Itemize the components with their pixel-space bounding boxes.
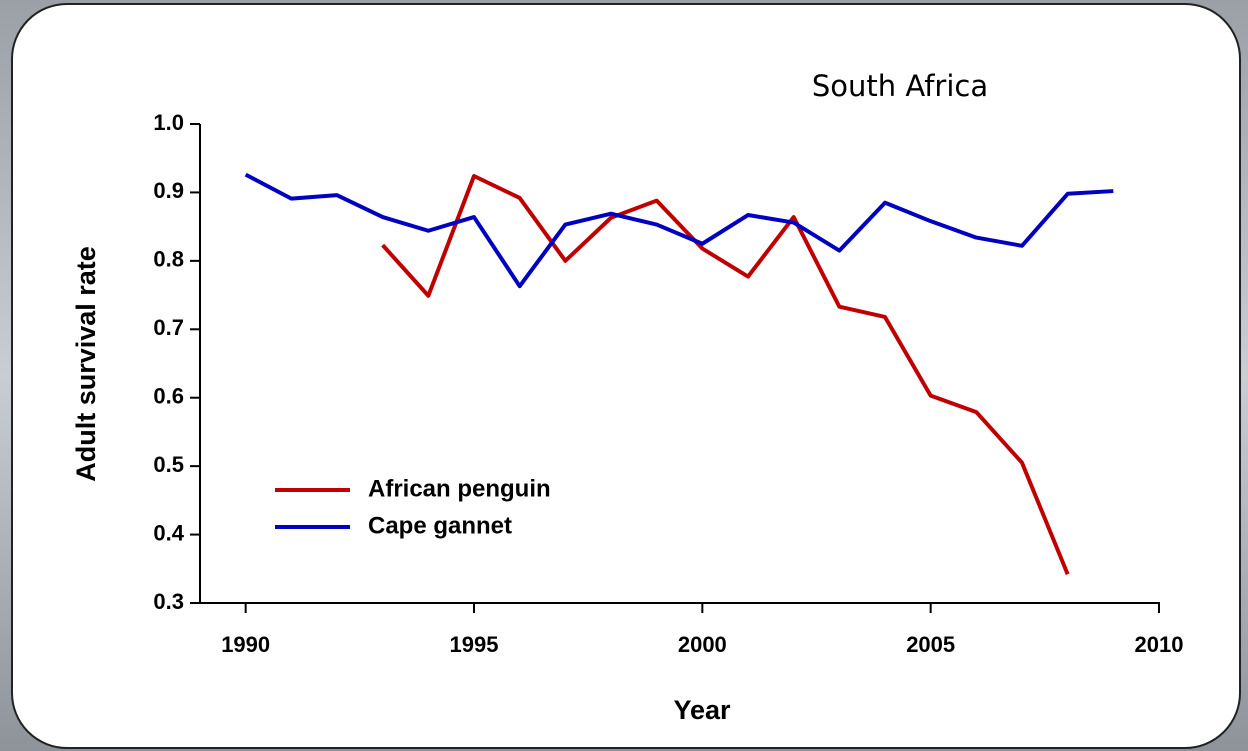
y-tick-label: 0.4	[153, 520, 184, 545]
y-tick-label: 0.8	[153, 247, 184, 272]
x-tick-label: 2005	[906, 632, 955, 657]
y-tick-label: 0.3	[153, 589, 184, 614]
x-axis-title: Year	[673, 695, 731, 725]
series-line	[381, 174, 1070, 576]
series-line	[244, 172, 1114, 289]
y-tick-label: 0.7	[153, 315, 184, 340]
y-tick-label: 0.6	[153, 384, 184, 409]
x-tick-label: 1990	[221, 632, 270, 657]
y-tick-label: 0.9	[153, 178, 184, 203]
x-tick-label: 2000	[678, 632, 727, 657]
legend-label: African penguin	[368, 475, 551, 502]
x-tick-label: 1995	[450, 632, 499, 657]
y-tick-label: 1.0	[153, 110, 184, 135]
y-axis-title: Adult survival rate	[71, 246, 101, 482]
legend-label: Cape gannet	[368, 512, 512, 539]
chart-title: South Africa	[812, 69, 988, 103]
panel	[11, 3, 1241, 749]
x-tick-label: 2010	[1135, 632, 1184, 657]
y-tick-label: 0.5	[153, 452, 184, 477]
